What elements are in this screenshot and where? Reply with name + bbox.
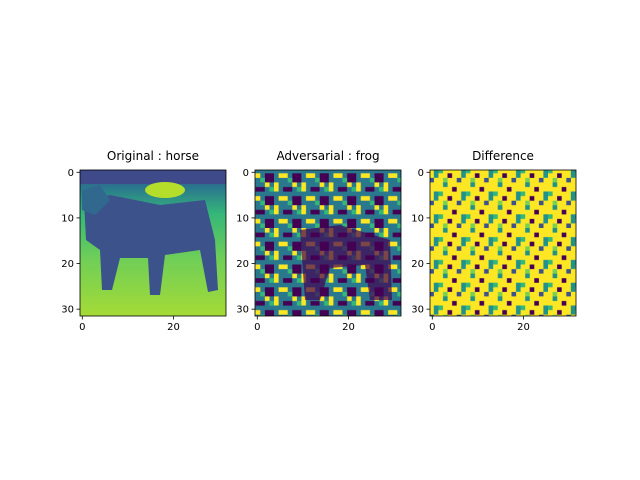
- y-tick-label: 30: [411, 305, 424, 316]
- axes-frame: [429, 169, 577, 317]
- image-adversarial: [255, 170, 401, 316]
- y-tick-label: 0: [418, 168, 424, 179]
- x-tick-label: 20: [342, 322, 355, 333]
- subplot-title: Difference: [472, 149, 534, 163]
- y-tick-label: 20: [61, 259, 74, 270]
- axes-frame: [254, 169, 402, 317]
- y-tick-label: 30: [61, 305, 74, 316]
- y-tick-label: 0: [243, 168, 249, 179]
- image-original: [80, 170, 226, 316]
- subplot-title: Adversarial : frog: [276, 149, 379, 163]
- image-difference: [430, 170, 576, 316]
- x-tick-label: 0: [79, 322, 85, 333]
- x-tick-label: 0: [429, 322, 435, 333]
- y-tick-label: 30: [236, 305, 249, 316]
- axes-frame: [79, 169, 227, 317]
- x-tick-label: 20: [517, 322, 530, 333]
- y-tick-label: 10: [411, 213, 424, 224]
- y-tick-label: 10: [236, 213, 249, 224]
- y-tick-label: 0: [68, 168, 74, 179]
- y-tick-label: 20: [236, 259, 249, 270]
- y-tick-label: 10: [61, 213, 74, 224]
- y-tick-label: 20: [411, 259, 424, 270]
- x-tick-label: 0: [254, 322, 260, 333]
- subplot-title: Original : horse: [107, 149, 199, 163]
- x-tick-label: 20: [167, 322, 180, 333]
